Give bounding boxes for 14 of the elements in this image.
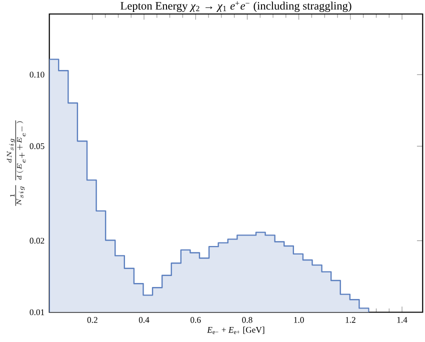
x-tick-label: 0.4: [138, 316, 150, 323]
x-tick-label: 1.2: [346, 316, 356, 323]
x-tick-label: 0.2: [87, 316, 98, 323]
y-tick-label: 0.01: [30, 309, 44, 316]
x-axis-title: E$_{e−}$ + E$_{e+}$ [GeV]: [207, 326, 264, 334]
y-axis-title: $\frac{1}{N_{sig}}\,\frac{dN_{sig}}{d\,(E_{e^+} + E_{e^-})}$: [6, 120, 26, 206]
chart-title: Lepton Energy χ$_{2}$ → χ$_{1}$ e$^{+}$e$^{−}$ (including straggling): [120, 1, 352, 12]
y-tick-label: 0.10: [30, 72, 44, 78]
y-tick-label: 0.02: [30, 238, 44, 244]
x-tick-label: 0.8: [242, 316, 252, 323]
x-tick-label: 0.6: [190, 316, 201, 323]
x-tick-label: 1.0: [294, 316, 304, 323]
y-tick-label: 0.05: [30, 143, 44, 150]
x-tick-label: 1.4: [397, 316, 408, 323]
